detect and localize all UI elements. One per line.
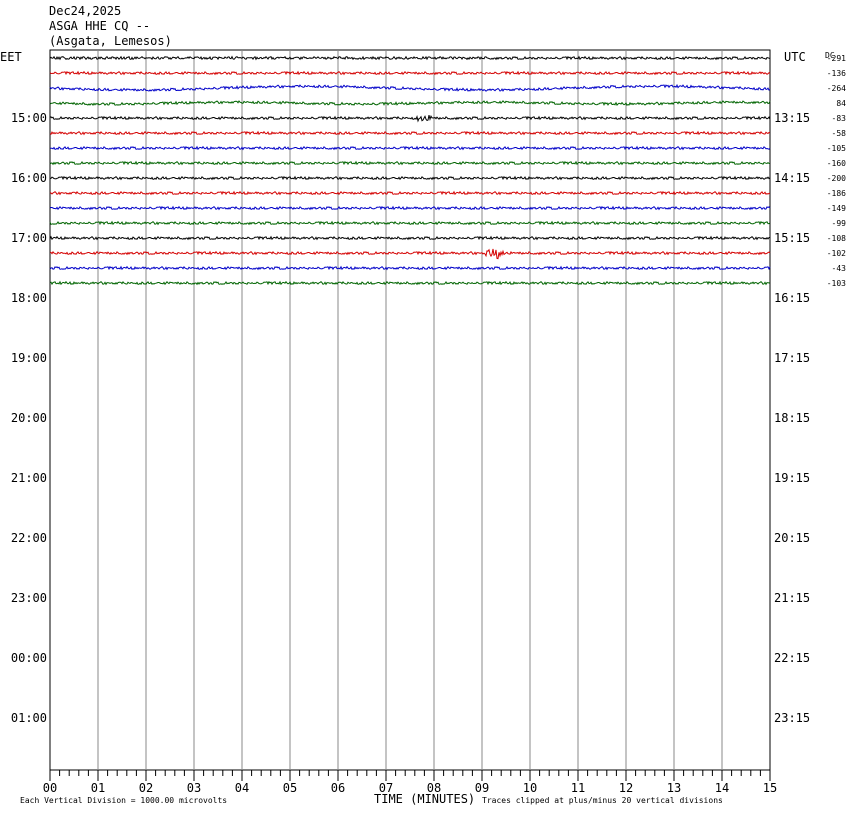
x-axis-title: TIME (MINUTES) — [374, 792, 475, 806]
dc-offset-value: -264 — [827, 84, 846, 93]
seismic-traces — [49, 55, 771, 286]
left-hour-label: 20:00 — [11, 411, 47, 425]
dc-offset-column: -291 -136 -264 84 -83 -58 -105 -160 -200 -186 -149… — [827, 54, 846, 288]
right-hour-label: 20:15 — [774, 531, 810, 545]
left-hour-label: 15:00 — [11, 111, 47, 125]
dc-offset-value: -200 — [827, 174, 846, 183]
header-date: Dec24,2025 — [49, 4, 122, 18]
x-axis: 00 01 02 03 04 05 06 07 08 09 10 11 12 13 14 15 — [43, 770, 777, 795]
dc-offset-value: -291 — [827, 54, 846, 63]
left-hour-label: 19:00 — [11, 351, 47, 365]
dc-offset-value: -99 — [832, 219, 847, 228]
trace-row-15 — [49, 265, 771, 271]
left-hour-label: 01:00 — [11, 711, 47, 725]
trace-row-13 — [49, 235, 771, 241]
trace-row-14 — [49, 248, 771, 260]
dc-offset-value: -186 — [827, 189, 846, 198]
scale-note: Each Vertical Division = 1000.00 microvo… — [20, 796, 227, 805]
x-tick-label: 10 — [523, 781, 537, 795]
trace-row-1 — [49, 55, 771, 61]
trace-row-12 — [49, 220, 771, 226]
dc-offset-value: -105 — [827, 144, 846, 153]
right-hour-label: 15:15 — [774, 231, 810, 245]
right-hour-label: 17:15 — [774, 351, 810, 365]
x-tick-label: 03 — [187, 781, 201, 795]
trace-row-8 — [49, 160, 771, 166]
minute-grid — [97, 50, 723, 770]
x-tick-label: 02 — [139, 781, 153, 795]
dc-offset-value: -149 — [827, 204, 846, 213]
left-time-axis: 15:00 16:00 17:00 18:00 19:00 20:00 21:00 22:00… — [11, 111, 47, 725]
trace-row-6 — [49, 130, 771, 136]
x-tick-label: 08 — [427, 781, 441, 795]
trace-row-9 — [49, 175, 771, 181]
dc-offset-value: -160 — [827, 159, 846, 168]
trace-row-4 — [49, 100, 771, 107]
left-hour-label: 17:00 — [11, 231, 47, 245]
x-tick-label: 01 — [91, 781, 105, 795]
left-timezone-label: EET — [0, 50, 22, 64]
left-hour-label: 22:00 — [11, 531, 47, 545]
header-location: (Asgata, Lemesos) — [49, 34, 172, 48]
left-hour-label: 23:00 — [11, 591, 47, 605]
trace-row-7 — [49, 145, 771, 151]
dc-offset-value: -102 — [827, 249, 846, 258]
trace-row-16 — [49, 280, 771, 286]
header-station: ASGA HHE CQ -- — [49, 19, 151, 33]
right-hour-label: 13:15 — [774, 111, 810, 125]
x-tick-label: 09 — [475, 781, 489, 795]
x-tick-label: 07 — [379, 781, 393, 795]
right-hour-label: 16:15 — [774, 291, 810, 305]
trace-row-5 — [49, 114, 771, 123]
right-hour-label: 23:15 — [774, 711, 810, 725]
left-hour-label: 21:00 — [11, 471, 47, 485]
x-tick-label: 13 — [667, 781, 681, 795]
dc-offset-value: 84 — [836, 99, 846, 108]
plot-frame — [49, 49, 771, 771]
x-tick-label: 15 — [763, 781, 777, 795]
right-hour-label: 14:15 — [774, 171, 810, 185]
trace-row-2 — [49, 70, 771, 76]
x-tick-label: 12 — [619, 781, 633, 795]
x-tick-label: 04 — [235, 781, 249, 795]
trace-row-11 — [49, 205, 771, 211]
left-hour-label: 00:00 — [11, 651, 47, 665]
dc-offset-value: -136 — [827, 69, 846, 78]
right-hour-label: 18:15 — [774, 411, 810, 425]
right-hour-label: 21:15 — [774, 591, 810, 605]
right-hour-label: 22:15 — [774, 651, 810, 665]
dc-offset-value: -58 — [832, 129, 847, 138]
right-hour-label: 19:15 — [774, 471, 810, 485]
x-tick-label: 00 — [43, 781, 57, 795]
x-tick-label: 05 — [283, 781, 297, 795]
dc-offset-value: -43 — [832, 264, 847, 273]
x-tick-label: 11 — [571, 781, 585, 795]
trace-row-3 — [49, 83, 771, 92]
trace-row-10 — [49, 190, 771, 196]
x-tick-label: 06 — [331, 781, 345, 795]
clip-note: Traces clipped at plus/minus 20 vertical… — [482, 796, 723, 805]
dc-header-label: DC — [825, 51, 835, 60]
dc-offset-value: -83 — [832, 114, 847, 123]
x-tick-label: 14 — [715, 781, 729, 795]
left-hour-label: 18:00 — [11, 291, 47, 305]
right-time-axis: 13:15 14:15 15:15 16:15 17:15 18:15 19:15 20:15… — [774, 111, 810, 725]
right-timezone-label: UTC — [784, 50, 806, 64]
left-hour-label: 16:00 — [11, 171, 47, 185]
dc-offset-value: -108 — [827, 234, 846, 243]
dc-offset-value: -103 — [827, 279, 846, 288]
